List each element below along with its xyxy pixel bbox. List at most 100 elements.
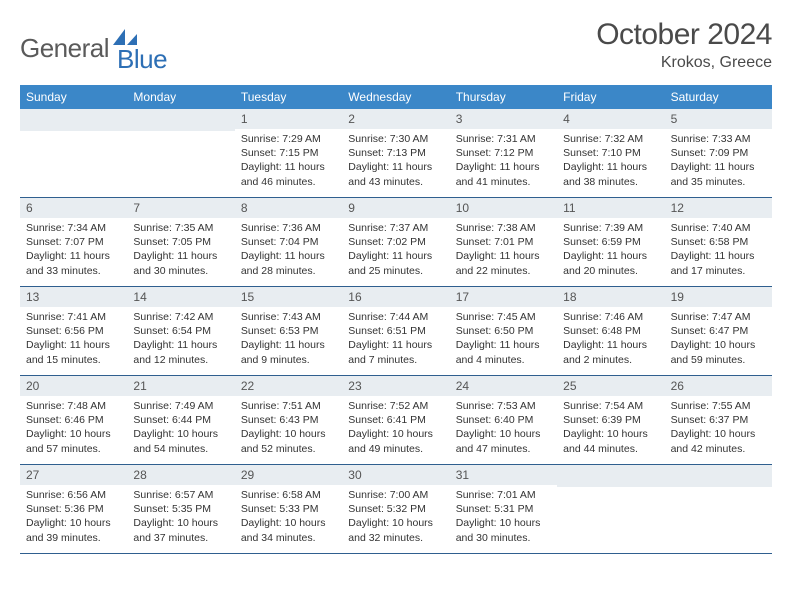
day-content: Sunrise: 7:45 AMSunset: 6:50 PMDaylight:…	[450, 307, 557, 369]
day-number: 30	[342, 465, 449, 485]
day-cell: 30Sunrise: 7:00 AMSunset: 5:32 PMDayligh…	[342, 465, 449, 553]
day-number: 20	[20, 376, 127, 396]
day-content: Sunrise: 6:56 AMSunset: 5:36 PMDaylight:…	[20, 485, 127, 547]
day-header: Wednesday	[342, 85, 449, 109]
logo-text-general: General	[20, 33, 109, 64]
day-cell	[20, 109, 127, 197]
day-content: Sunrise: 7:37 AMSunset: 7:02 PMDaylight:…	[342, 218, 449, 280]
day-cell: 29Sunrise: 6:58 AMSunset: 5:33 PMDayligh…	[235, 465, 342, 553]
logo-text-blue: Blue	[117, 44, 167, 75]
day-number: 8	[235, 198, 342, 218]
day-header: Monday	[127, 85, 234, 109]
week-row: 20Sunrise: 7:48 AMSunset: 6:46 PMDayligh…	[20, 376, 772, 465]
day-content: Sunrise: 7:00 AMSunset: 5:32 PMDaylight:…	[342, 485, 449, 547]
day-content: Sunrise: 7:55 AMSunset: 6:37 PMDaylight:…	[665, 396, 772, 458]
week-row: 27Sunrise: 6:56 AMSunset: 5:36 PMDayligh…	[20, 465, 772, 554]
day-cell: 13Sunrise: 7:41 AMSunset: 6:56 PMDayligh…	[20, 287, 127, 375]
day-number: 10	[450, 198, 557, 218]
day-cell: 31Sunrise: 7:01 AMSunset: 5:31 PMDayligh…	[450, 465, 557, 553]
day-cell: 14Sunrise: 7:42 AMSunset: 6:54 PMDayligh…	[127, 287, 234, 375]
day-content: Sunrise: 7:01 AMSunset: 5:31 PMDaylight:…	[450, 485, 557, 547]
day-number: 23	[342, 376, 449, 396]
day-content: Sunrise: 7:51 AMSunset: 6:43 PMDaylight:…	[235, 396, 342, 458]
day-content: Sunrise: 7:48 AMSunset: 6:46 PMDaylight:…	[20, 396, 127, 458]
day-header: Sunday	[20, 85, 127, 109]
day-number: 29	[235, 465, 342, 485]
day-number: 28	[127, 465, 234, 485]
month-title: October 2024	[596, 18, 772, 52]
day-content: Sunrise: 7:36 AMSunset: 7:04 PMDaylight:…	[235, 218, 342, 280]
day-content: Sunrise: 6:58 AMSunset: 5:33 PMDaylight:…	[235, 485, 342, 547]
day-content: Sunrise: 7:49 AMSunset: 6:44 PMDaylight:…	[127, 396, 234, 458]
day-cell: 22Sunrise: 7:51 AMSunset: 6:43 PMDayligh…	[235, 376, 342, 464]
day-header: Friday	[557, 85, 664, 109]
page: General Blue October 2024 Krokos, Greece…	[0, 0, 792, 554]
day-number: 19	[665, 287, 772, 307]
day-number: 18	[557, 287, 664, 307]
day-cell: 16Sunrise: 7:44 AMSunset: 6:51 PMDayligh…	[342, 287, 449, 375]
day-cell: 1Sunrise: 7:29 AMSunset: 7:15 PMDaylight…	[235, 109, 342, 197]
day-cell: 12Sunrise: 7:40 AMSunset: 6:58 PMDayligh…	[665, 198, 772, 286]
day-number: 17	[450, 287, 557, 307]
title-block: October 2024 Krokos, Greece	[596, 18, 772, 72]
day-number: 11	[557, 198, 664, 218]
day-content: Sunrise: 7:46 AMSunset: 6:48 PMDaylight:…	[557, 307, 664, 369]
day-content: Sunrise: 7:34 AMSunset: 7:07 PMDaylight:…	[20, 218, 127, 280]
day-cell	[665, 465, 772, 553]
day-header: Saturday	[665, 85, 772, 109]
day-content: Sunrise: 7:35 AMSunset: 7:05 PMDaylight:…	[127, 218, 234, 280]
day-number: 22	[235, 376, 342, 396]
day-content: Sunrise: 7:33 AMSunset: 7:09 PMDaylight:…	[665, 129, 772, 191]
day-number: 12	[665, 198, 772, 218]
day-number: 4	[557, 109, 664, 129]
day-content: Sunrise: 7:30 AMSunset: 7:13 PMDaylight:…	[342, 129, 449, 191]
day-cell: 28Sunrise: 6:57 AMSunset: 5:35 PMDayligh…	[127, 465, 234, 553]
day-cell: 2Sunrise: 7:30 AMSunset: 7:13 PMDaylight…	[342, 109, 449, 197]
day-content: Sunrise: 7:38 AMSunset: 7:01 PMDaylight:…	[450, 218, 557, 280]
day-number: 7	[127, 198, 234, 218]
day-content: Sunrise: 7:40 AMSunset: 6:58 PMDaylight:…	[665, 218, 772, 280]
day-cell: 20Sunrise: 7:48 AMSunset: 6:46 PMDayligh…	[20, 376, 127, 464]
day-cell: 9Sunrise: 7:37 AMSunset: 7:02 PMDaylight…	[342, 198, 449, 286]
empty-day-bar	[127, 109, 234, 131]
day-content: Sunrise: 7:41 AMSunset: 6:56 PMDaylight:…	[20, 307, 127, 369]
week-row: 6Sunrise: 7:34 AMSunset: 7:07 PMDaylight…	[20, 198, 772, 287]
day-content: Sunrise: 7:39 AMSunset: 6:59 PMDaylight:…	[557, 218, 664, 280]
day-headers-row: SundayMondayTuesdayWednesdayThursdayFrid…	[20, 85, 772, 109]
empty-day-bar	[557, 465, 664, 487]
day-cell: 24Sunrise: 7:53 AMSunset: 6:40 PMDayligh…	[450, 376, 557, 464]
location: Krokos, Greece	[596, 54, 772, 72]
day-header: Thursday	[450, 85, 557, 109]
day-content: Sunrise: 7:54 AMSunset: 6:39 PMDaylight:…	[557, 396, 664, 458]
day-cell	[557, 465, 664, 553]
day-number: 31	[450, 465, 557, 485]
day-cell: 5Sunrise: 7:33 AMSunset: 7:09 PMDaylight…	[665, 109, 772, 197]
day-cell: 15Sunrise: 7:43 AMSunset: 6:53 PMDayligh…	[235, 287, 342, 375]
day-cell: 3Sunrise: 7:31 AMSunset: 7:12 PMDaylight…	[450, 109, 557, 197]
day-number: 13	[20, 287, 127, 307]
day-number: 1	[235, 109, 342, 129]
day-number: 9	[342, 198, 449, 218]
day-cell: 8Sunrise: 7:36 AMSunset: 7:04 PMDaylight…	[235, 198, 342, 286]
week-row: 1Sunrise: 7:29 AMSunset: 7:15 PMDaylight…	[20, 109, 772, 198]
day-number: 3	[450, 109, 557, 129]
week-row: 13Sunrise: 7:41 AMSunset: 6:56 PMDayligh…	[20, 287, 772, 376]
day-cell: 10Sunrise: 7:38 AMSunset: 7:01 PMDayligh…	[450, 198, 557, 286]
day-number: 5	[665, 109, 772, 129]
day-content: Sunrise: 7:31 AMSunset: 7:12 PMDaylight:…	[450, 129, 557, 191]
empty-day-bar	[20, 109, 127, 131]
day-cell: 19Sunrise: 7:47 AMSunset: 6:47 PMDayligh…	[665, 287, 772, 375]
day-content: Sunrise: 7:44 AMSunset: 6:51 PMDaylight:…	[342, 307, 449, 369]
day-cell: 11Sunrise: 7:39 AMSunset: 6:59 PMDayligh…	[557, 198, 664, 286]
day-number: 27	[20, 465, 127, 485]
day-cell: 25Sunrise: 7:54 AMSunset: 6:39 PMDayligh…	[557, 376, 664, 464]
day-cell: 23Sunrise: 7:52 AMSunset: 6:41 PMDayligh…	[342, 376, 449, 464]
day-content: Sunrise: 7:32 AMSunset: 7:10 PMDaylight:…	[557, 129, 664, 191]
day-header: Tuesday	[235, 85, 342, 109]
day-cell: 4Sunrise: 7:32 AMSunset: 7:10 PMDaylight…	[557, 109, 664, 197]
day-number: 16	[342, 287, 449, 307]
day-number: 14	[127, 287, 234, 307]
day-content: Sunrise: 7:29 AMSunset: 7:15 PMDaylight:…	[235, 129, 342, 191]
day-cell: 26Sunrise: 7:55 AMSunset: 6:37 PMDayligh…	[665, 376, 772, 464]
weeks-container: 1Sunrise: 7:29 AMSunset: 7:15 PMDaylight…	[20, 109, 772, 554]
